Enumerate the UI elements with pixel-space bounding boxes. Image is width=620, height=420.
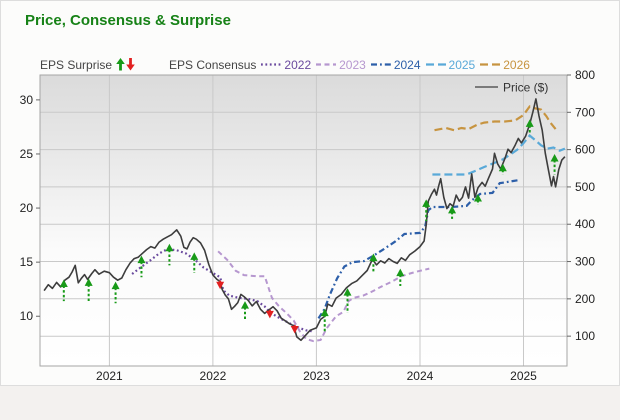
- axis-labels: 30 25 20 15 10 800 700 600 500 400 300 200 100 2021 20…: [20, 68, 596, 383]
- price-legend-label: Price ($): [503, 81, 548, 95]
- chart-card: Price, Consensus & Surprise EPS Surprise…: [0, 0, 620, 386]
- legend-item-2024: 2024: [370, 57, 421, 72]
- left-axis-tick-label: 30: [20, 93, 34, 107]
- up-arrow-icon: [116, 58, 125, 71]
- legend-year-label: 2022: [284, 57, 312, 72]
- legend-swatch-2026: [480, 63, 501, 66]
- legend-year-label: 2024: [393, 57, 421, 72]
- right-axis-tick-label: 300: [575, 255, 595, 269]
- eps-surprise-label: EPS Surprise: [40, 57, 113, 72]
- consensus-line-2026: [434, 105, 557, 132]
- down-arrow-icon: [126, 58, 135, 71]
- consensus-year-legend: 2022 2023 2024 2025 2026: [256, 58, 530, 72]
- x-axis-tick-label: 2024: [407, 369, 434, 383]
- left-axis-tick-label: 10: [20, 309, 34, 323]
- legend-item-2026: 2026: [480, 58, 530, 72]
- price-line: [43, 98, 566, 342]
- x-axis-tick-label: 2021: [96, 369, 123, 383]
- eps-surprise-down-arrows: [216, 279, 299, 334]
- consensus-line-2023: [217, 250, 430, 343]
- left-axis-tick-label: 15: [20, 255, 34, 269]
- legend-year-label: 2025: [448, 57, 476, 72]
- consensus-line-2025: [432, 134, 566, 176]
- right-axis-tick-label: 100: [575, 329, 595, 343]
- x-axis-tick-label: 2025: [510, 369, 537, 383]
- consensus-line-2024: [317, 178, 521, 319]
- legend-year-label: 2023: [339, 57, 366, 72]
- legend-swatch-2023: [316, 63, 337, 66]
- chart-title: Price, Consensus & Surprise: [25, 12, 231, 29]
- surprise-arrow-icons: [115, 58, 135, 71]
- x-axis-tick-label: 2023: [303, 369, 330, 383]
- legend-item-2025: 2025: [425, 57, 476, 72]
- legend-item-2022: 2022: [261, 58, 311, 72]
- plot-background: [40, 75, 567, 366]
- legend-item-2023: 2023: [316, 58, 366, 72]
- chart-legend: EPS Surprise EPS Consensus 2022 2023 2024 2…: [40, 56, 585, 73]
- legend-year-label: 2026: [503, 57, 530, 72]
- right-axis-tick-label: 600: [575, 143, 595, 157]
- legend-swatch-2025: [425, 63, 446, 66]
- eps-surprise-up-arrows: [59, 119, 559, 334]
- legend-swatch-2024: [370, 63, 391, 66]
- left-axis-tick-label: 25: [20, 147, 34, 161]
- legend-swatch-2022: [261, 63, 282, 66]
- right-axis-tick-label: 400: [575, 217, 595, 231]
- right-axis-tick-label: 200: [575, 292, 595, 306]
- left-axis-tick-label: 20: [20, 201, 34, 215]
- eps-consensus-label: EPS Consensus: [169, 57, 257, 72]
- x-axis-tick-label: 2022: [200, 369, 227, 383]
- plot-border: [39, 74, 568, 367]
- price-legend: Price ($): [475, 81, 548, 95]
- right-axis-tick-label: 800: [575, 68, 595, 82]
- right-axis-tick-label: 500: [575, 180, 595, 194]
- right-axis-tick-label: 700: [575, 105, 595, 119]
